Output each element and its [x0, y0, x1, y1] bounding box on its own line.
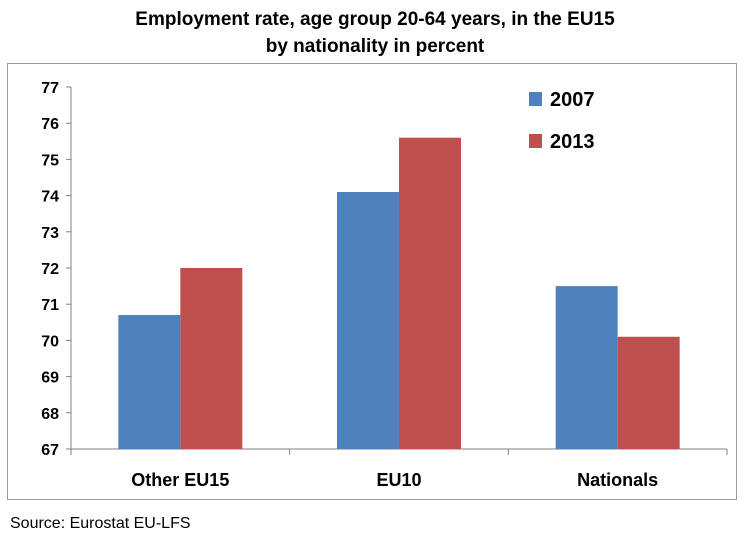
- bar-2007-nationals: [555, 286, 618, 449]
- chart-title-line-1: Employment rate, age group 20-64 years, …: [135, 9, 615, 30]
- y-tick-label: 77: [41, 80, 59, 97]
- y-tick-label: 73: [41, 225, 59, 242]
- bar-2007-other-eu15: [118, 315, 181, 449]
- x-tick-label: EU10: [376, 470, 421, 490]
- x-tick-label: Other EU15: [131, 470, 229, 490]
- legend-label-2013: 2013: [550, 131, 595, 153]
- chart-axes: 67 68 69 70 71 72 73 74 75 76 77 Other EU15 EU10 Nati…: [41, 80, 728, 490]
- x-tick-label: Nationals: [577, 470, 658, 490]
- y-tick-label: 74: [41, 189, 59, 206]
- y-tick-label: 70: [41, 333, 59, 350]
- y-tick-label: 76: [41, 116, 59, 133]
- y-tick-label: 75: [41, 152, 59, 169]
- legend-label-2007: 2007: [550, 89, 595, 111]
- bar-2013-eu10: [399, 137, 461, 449]
- chart-legend: 2007 2013: [529, 89, 595, 153]
- bar-2013-other-eu15: [180, 268, 243, 449]
- chart-title: Employment rate, age group 20-64 years, …: [0, 6, 750, 60]
- y-tick-label: 69: [41, 370, 59, 387]
- source-note: Source: Eurostat EU-LFS: [10, 515, 191, 532]
- y-tick-label: 71: [41, 297, 59, 314]
- y-tick-label: 67: [41, 442, 59, 459]
- chart-title-line-2: by nationality in percent: [265, 36, 485, 57]
- chart-bars: [118, 137, 680, 450]
- bar-2013-nationals: [617, 336, 680, 449]
- y-tick-label: 72: [41, 261, 59, 278]
- legend-swatch-2007: [529, 92, 542, 106]
- bar-2007-eu10: [337, 191, 399, 450]
- y-tick-label: 68: [41, 406, 59, 423]
- legend-swatch-2013: [529, 134, 542, 148]
